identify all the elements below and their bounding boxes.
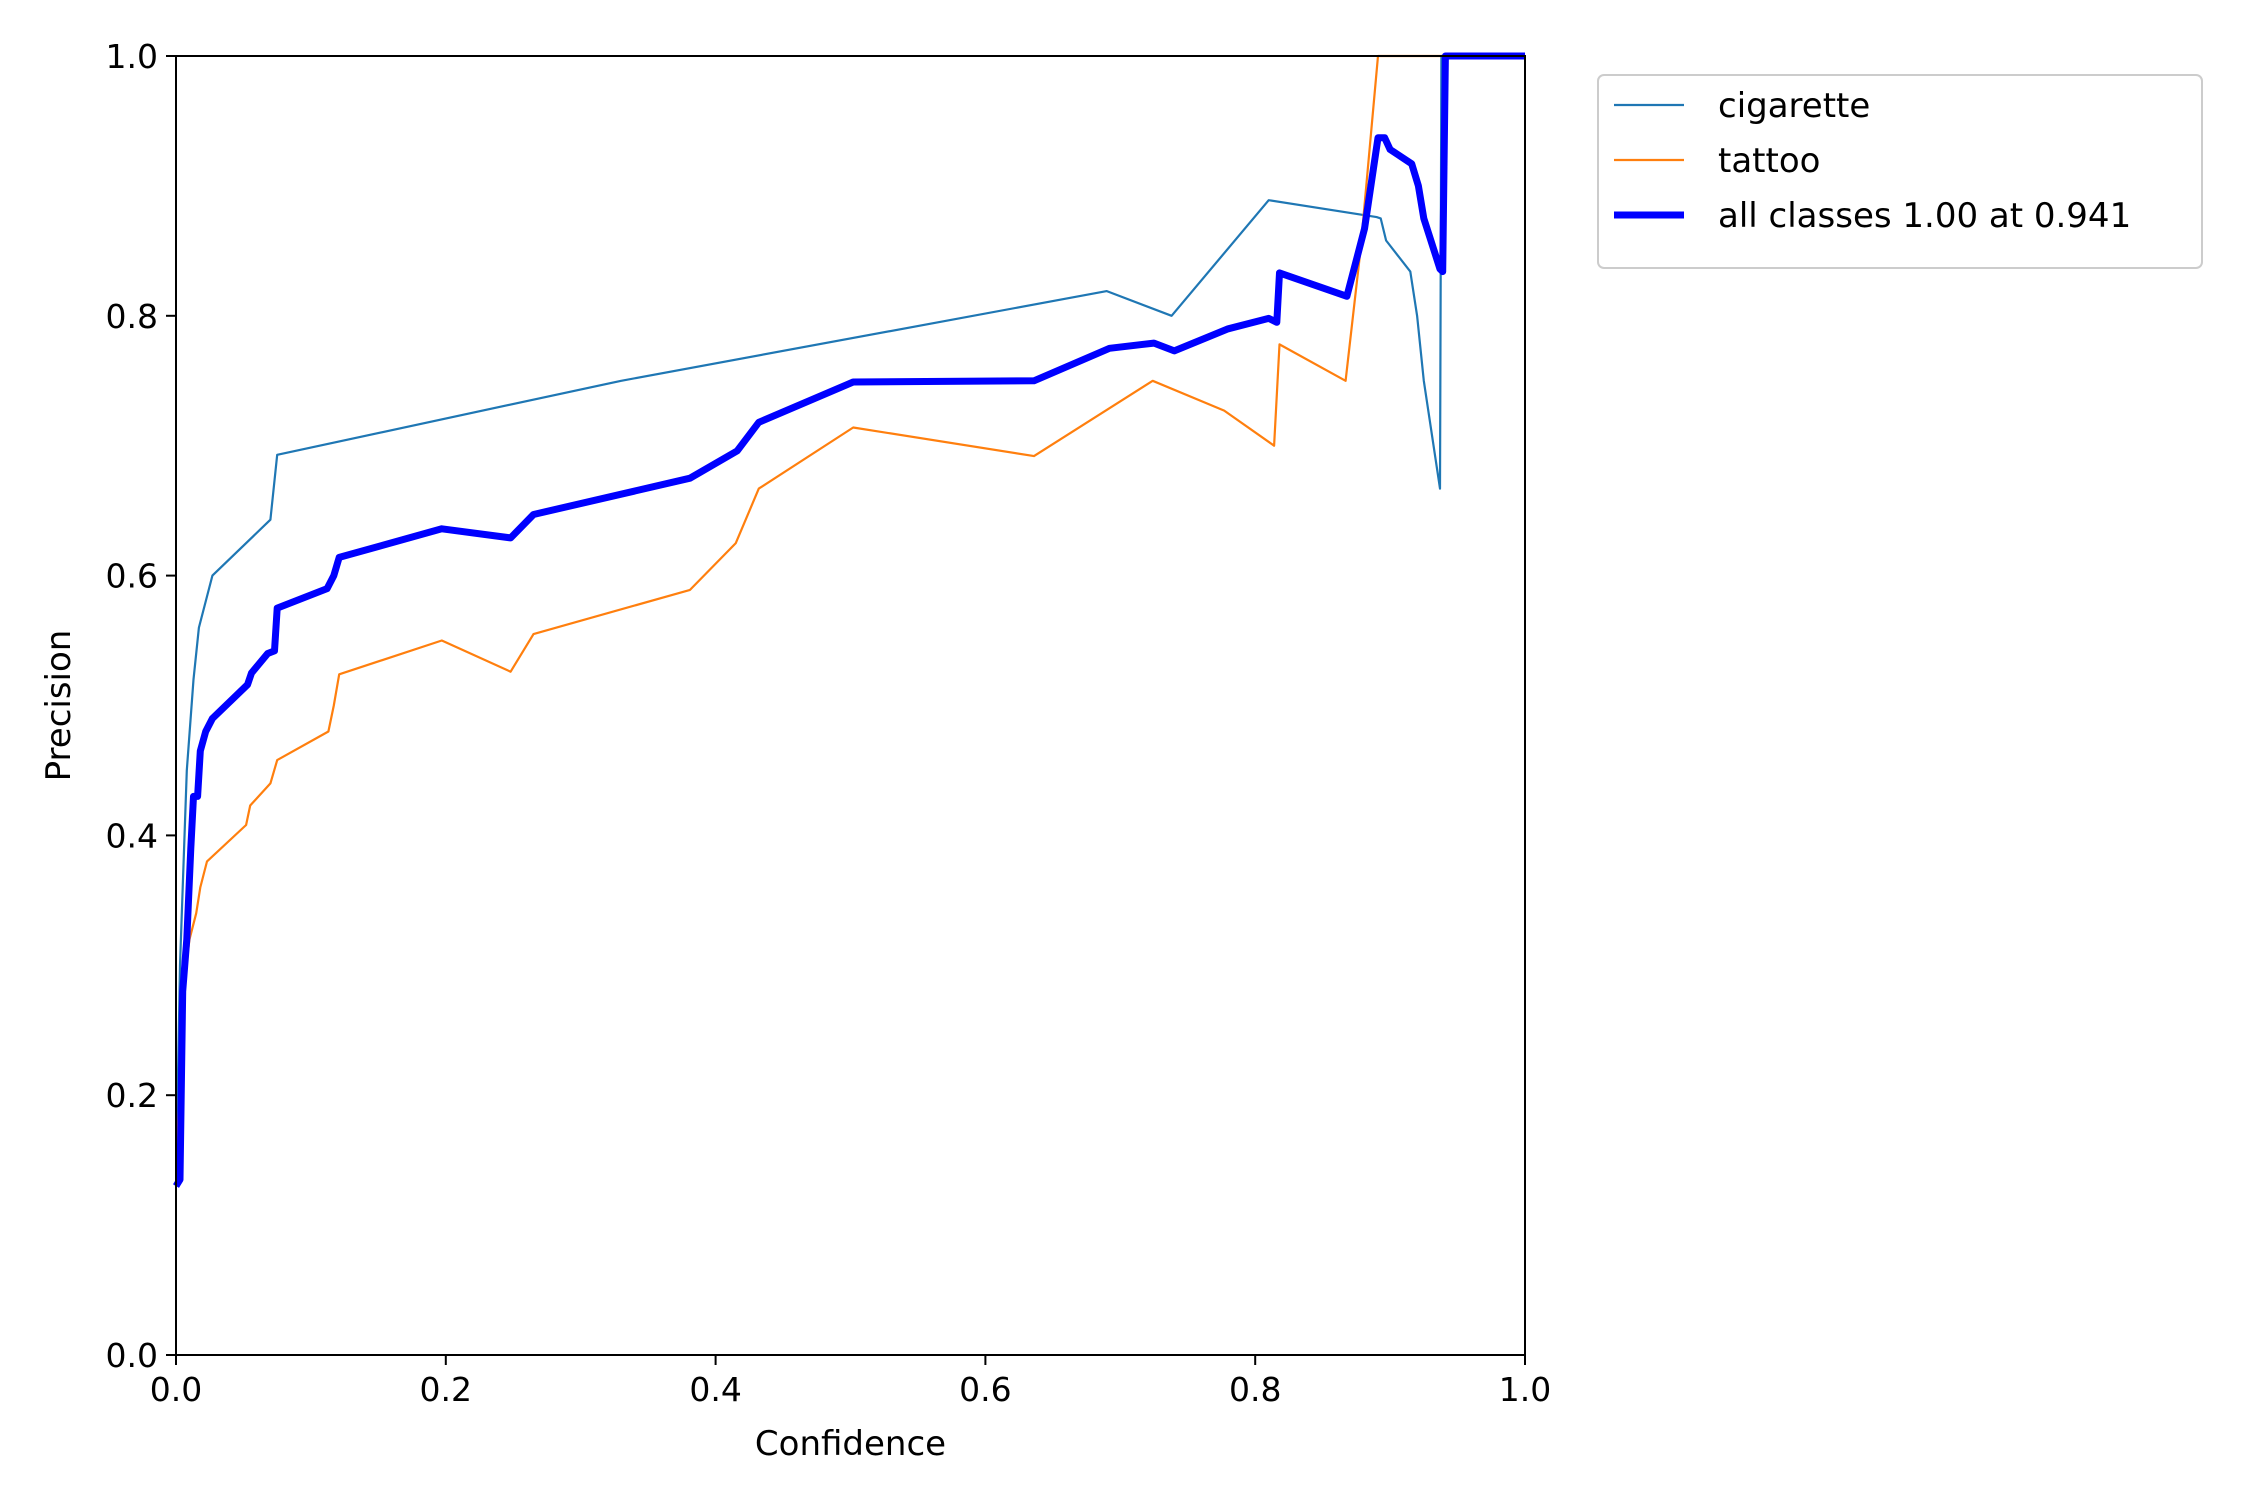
y-tick-label: 0.2 xyxy=(106,1076,158,1115)
plot-area xyxy=(173,52,1526,1356)
x-tick-label: 0.4 xyxy=(689,1370,741,1409)
y-axis-ticks: 0.0 0.2 0.4 0.6 0.8 1.0 xyxy=(106,37,176,1375)
series-line-3 xyxy=(173,52,1525,1188)
y-tick-label: 0.6 xyxy=(106,557,158,596)
x-tick-label: 0.2 xyxy=(420,1370,472,1409)
legend-label-2: tattoo xyxy=(1718,141,1820,181)
y-tick-label: 0.0 xyxy=(106,1336,158,1375)
y-tick-label: 0.4 xyxy=(106,816,158,855)
y-axis-label: Precision xyxy=(39,630,79,782)
x-axis-ticks: 0.0 0.2 0.4 0.6 0.8 1.0 xyxy=(150,1355,1551,1409)
legend: cigarette tattoo all classes 1.00 at 0.941 xyxy=(1597,74,2203,269)
series-line-2 xyxy=(174,54,1525,1187)
series-line-1 xyxy=(174,54,1525,1187)
legend-label-3: all classes 1.00 at 0.941 xyxy=(1718,196,2131,236)
x-tick-label: 0.6 xyxy=(959,1370,1011,1409)
y-tick-label: 1.0 xyxy=(106,37,158,76)
x-tick-label: 1.0 xyxy=(1499,1370,1551,1409)
legend-label-1: cigarette xyxy=(1718,86,1870,126)
x-tick-label: 0.0 xyxy=(150,1370,202,1409)
x-tick-label: 0.8 xyxy=(1229,1370,1281,1409)
y-tick-label: 0.8 xyxy=(106,297,158,336)
x-axis-label: Confidence xyxy=(755,1424,946,1464)
series-layer xyxy=(173,52,1525,1188)
legend-box xyxy=(1597,74,2203,269)
axes-frame xyxy=(175,55,1526,1356)
